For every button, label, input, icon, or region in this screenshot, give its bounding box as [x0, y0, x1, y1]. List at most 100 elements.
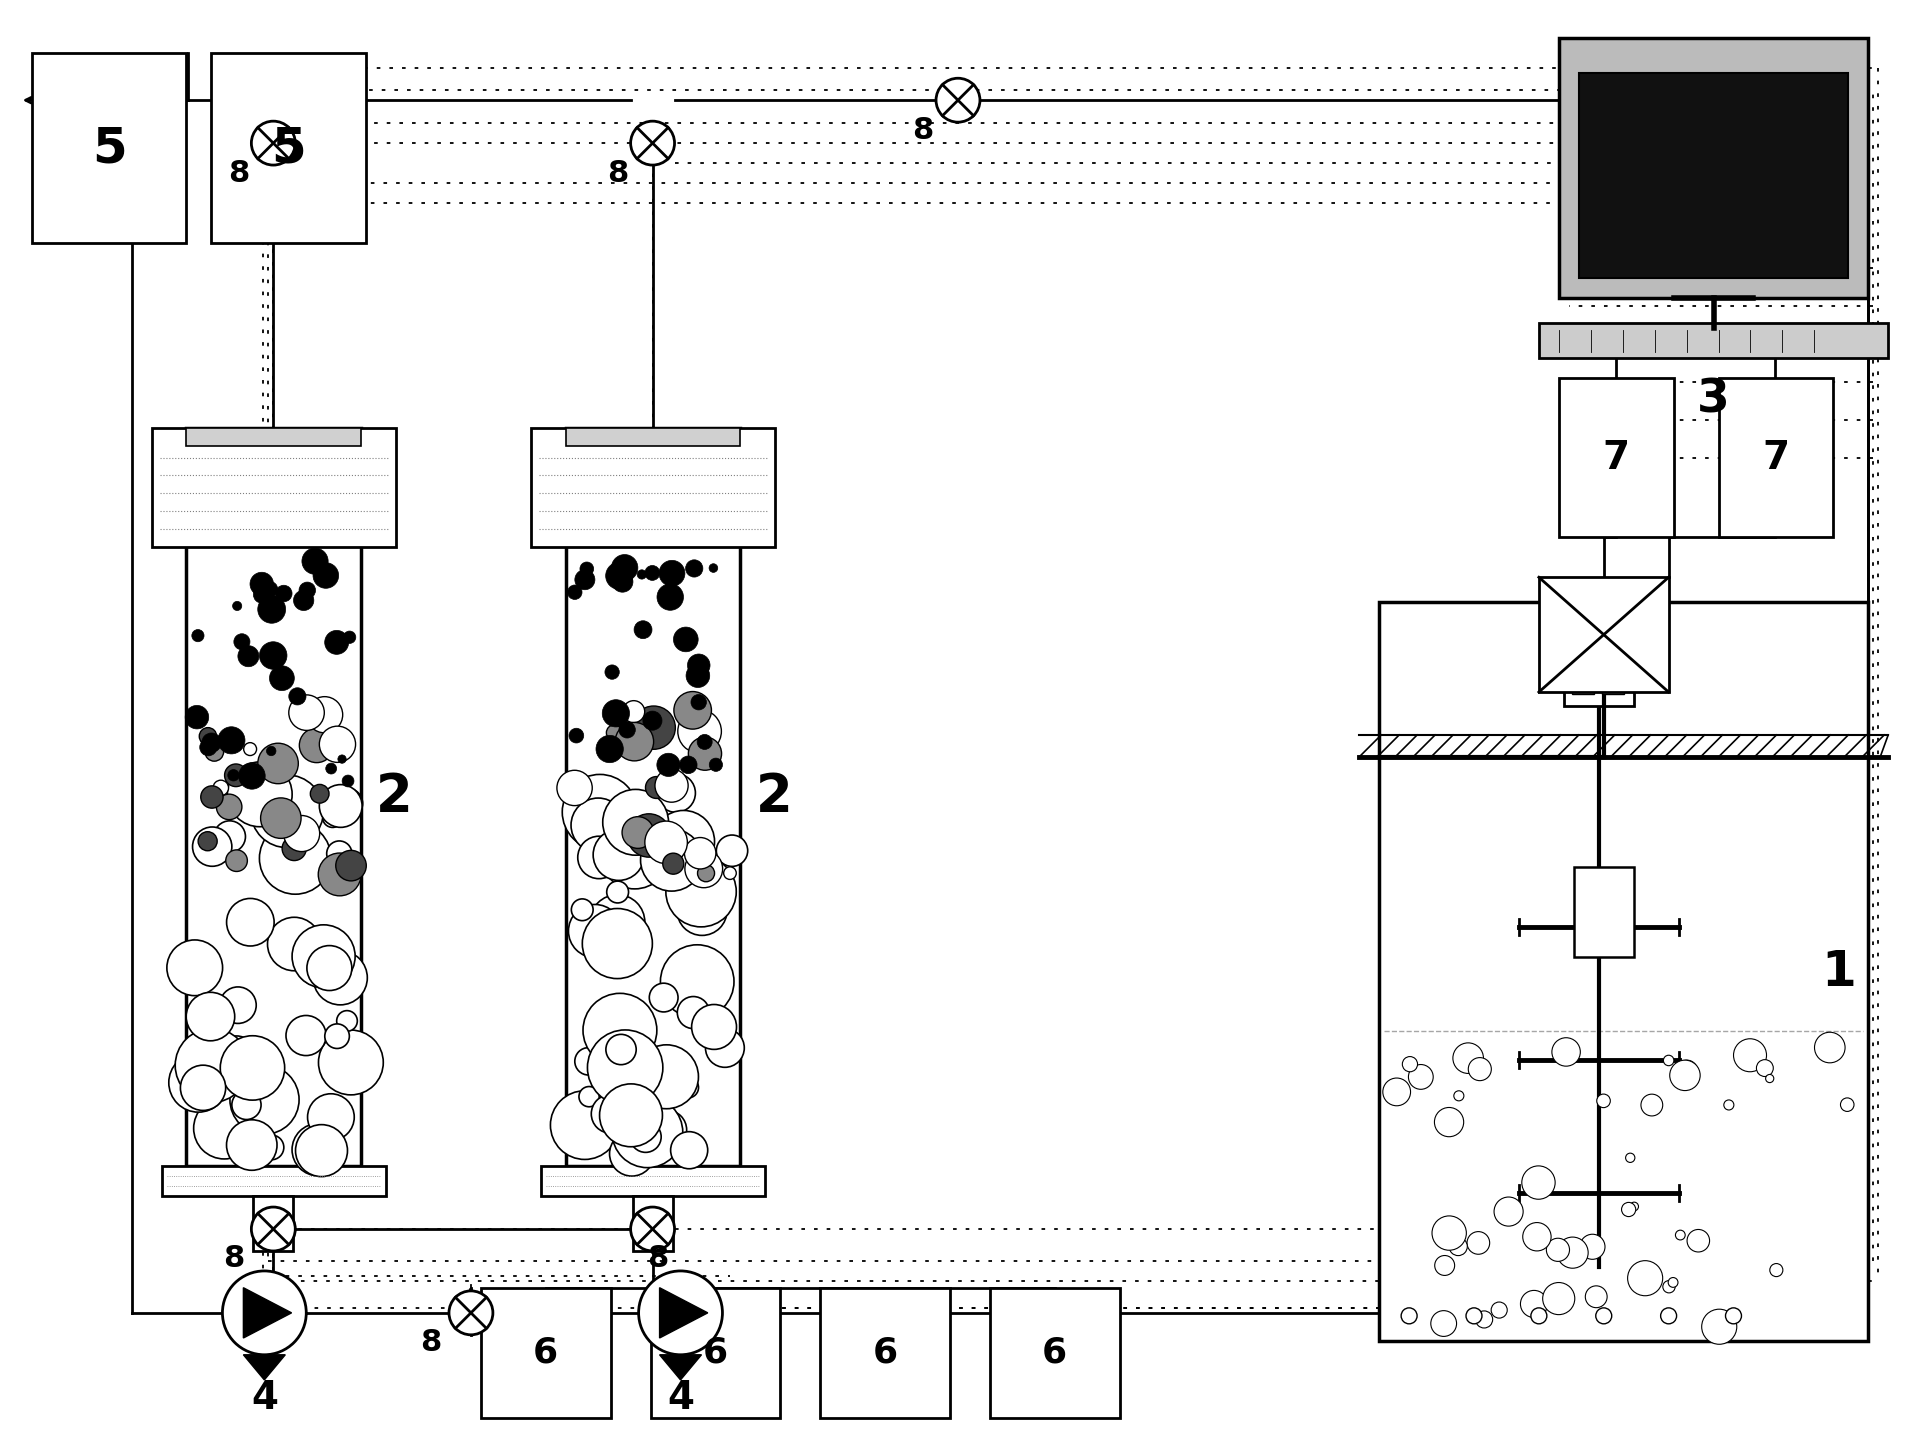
Circle shape: [1384, 1078, 1410, 1105]
Circle shape: [634, 1045, 698, 1109]
Circle shape: [698, 865, 715, 882]
Circle shape: [623, 816, 654, 848]
Circle shape: [319, 854, 361, 895]
Circle shape: [325, 763, 336, 775]
Circle shape: [648, 1111, 686, 1150]
Circle shape: [1542, 1283, 1575, 1315]
Circle shape: [1628, 1260, 1663, 1296]
Circle shape: [227, 770, 239, 780]
Circle shape: [306, 697, 342, 733]
Bar: [1578, 73, 1848, 277]
Text: 8: 8: [420, 1328, 441, 1358]
Circle shape: [306, 1124, 336, 1154]
Circle shape: [583, 908, 652, 979]
Circle shape: [338, 754, 346, 763]
Circle shape: [252, 1207, 296, 1252]
Circle shape: [344, 631, 355, 644]
Circle shape: [313, 563, 338, 588]
Bar: [1565, 645, 1634, 706]
Bar: [650, 1288, 780, 1418]
Circle shape: [1726, 1308, 1741, 1323]
Circle shape: [258, 743, 298, 783]
Circle shape: [260, 822, 331, 894]
Circle shape: [657, 753, 680, 776]
Circle shape: [550, 1091, 619, 1160]
Text: 7: 7: [1762, 438, 1789, 477]
Circle shape: [665, 856, 736, 927]
Circle shape: [690, 664, 705, 678]
Circle shape: [590, 895, 644, 950]
Circle shape: [216, 795, 243, 819]
Circle shape: [1687, 1230, 1710, 1252]
Circle shape: [176, 1029, 248, 1102]
Circle shape: [323, 808, 342, 828]
Circle shape: [308, 1094, 354, 1141]
Circle shape: [260, 1135, 285, 1160]
Circle shape: [227, 898, 273, 946]
Circle shape: [659, 560, 684, 586]
Text: 8: 8: [912, 115, 934, 145]
Circle shape: [661, 944, 734, 1019]
Circle shape: [579, 1086, 600, 1106]
Circle shape: [204, 743, 224, 762]
Circle shape: [1840, 1098, 1854, 1111]
Text: 6: 6: [1041, 1336, 1068, 1369]
Circle shape: [166, 940, 222, 996]
Text: 1: 1: [1821, 947, 1856, 996]
Circle shape: [201, 739, 216, 756]
Circle shape: [289, 696, 325, 730]
Circle shape: [1557, 1237, 1588, 1269]
Polygon shape: [659, 1288, 707, 1338]
Circle shape: [1756, 1059, 1773, 1076]
Bar: [820, 1288, 950, 1418]
Circle shape: [610, 1131, 654, 1175]
Circle shape: [296, 1125, 348, 1177]
Circle shape: [1546, 1239, 1569, 1262]
Bar: [187, 428, 361, 1167]
Circle shape: [245, 743, 256, 756]
Bar: [1380, 602, 1869, 1341]
Circle shape: [1494, 1197, 1523, 1226]
Circle shape: [1661, 1308, 1676, 1323]
Circle shape: [227, 762, 292, 826]
Circle shape: [644, 821, 688, 864]
Text: 8: 8: [227, 158, 248, 188]
Text: 6: 6: [703, 1336, 728, 1369]
Circle shape: [1454, 1091, 1464, 1101]
Circle shape: [724, 867, 736, 879]
Circle shape: [1466, 1308, 1481, 1323]
Circle shape: [319, 785, 361, 828]
Circle shape: [319, 726, 355, 763]
Circle shape: [333, 789, 363, 819]
Circle shape: [568, 904, 621, 957]
Circle shape: [655, 769, 688, 802]
Circle shape: [252, 121, 296, 165]
Polygon shape: [243, 1288, 292, 1338]
Circle shape: [287, 1016, 327, 1056]
Circle shape: [1580, 1234, 1605, 1259]
Circle shape: [1586, 1286, 1607, 1308]
Circle shape: [600, 1083, 663, 1147]
Circle shape: [292, 1124, 344, 1175]
Circle shape: [615, 723, 654, 760]
Circle shape: [1452, 1043, 1483, 1073]
Circle shape: [1431, 1311, 1456, 1336]
Circle shape: [325, 1025, 350, 1049]
Circle shape: [692, 694, 707, 710]
Circle shape: [692, 1004, 736, 1049]
Circle shape: [688, 737, 722, 770]
Circle shape: [638, 1270, 722, 1355]
Circle shape: [266, 746, 275, 756]
Circle shape: [308, 946, 352, 990]
Circle shape: [185, 706, 208, 729]
Circle shape: [673, 627, 698, 652]
Circle shape: [579, 562, 594, 576]
Circle shape: [1598, 1094, 1611, 1108]
Circle shape: [220, 1036, 254, 1071]
Circle shape: [225, 764, 247, 786]
Circle shape: [220, 987, 256, 1023]
Circle shape: [1521, 1290, 1548, 1318]
Bar: [162, 1167, 386, 1196]
Circle shape: [686, 664, 709, 687]
Circle shape: [185, 993, 235, 1040]
